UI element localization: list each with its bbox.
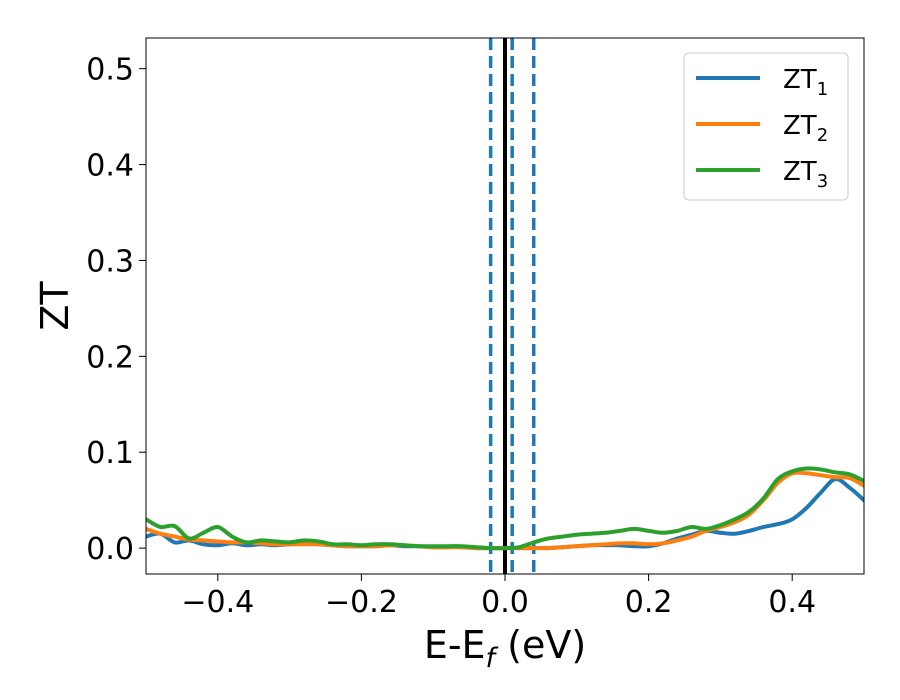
x-tick-label: 0.0 bbox=[481, 585, 529, 620]
legend-label-zt1: ZT1 bbox=[783, 65, 828, 100]
x-tick-label: 0.4 bbox=[768, 585, 816, 620]
y-axis-title: ZT bbox=[33, 281, 77, 331]
y-tick-label: 0.1 bbox=[86, 436, 134, 471]
legend-label-zt3-main: ZT bbox=[783, 157, 817, 187]
legend: ZT1 ZT2 ZT3 bbox=[683, 52, 849, 201]
y-tick-label: 0.2 bbox=[86, 340, 134, 375]
y-tick-label: 0.5 bbox=[86, 53, 134, 88]
legend-label-zt2: ZT2 bbox=[783, 111, 828, 146]
x-axis-ticks: −0.4 −0.2 0.0 0.2 0.4 bbox=[181, 574, 816, 620]
legend-label-zt2-sub: 2 bbox=[817, 125, 828, 146]
x-tick-label: 0.2 bbox=[625, 585, 673, 620]
vertical-markers bbox=[488, 38, 536, 574]
y-tick-label: 0.0 bbox=[86, 532, 134, 567]
legend-box bbox=[683, 52, 849, 201]
x-tick-label: −0.4 bbox=[181, 585, 254, 620]
series-layer bbox=[146, 466, 864, 551]
series-line-zt3 bbox=[146, 466, 864, 551]
legend-label-zt1-main: ZT bbox=[783, 65, 817, 95]
legend-label-zt3-sub: 3 bbox=[817, 171, 828, 192]
y-tick-label: 0.4 bbox=[86, 149, 134, 184]
legend-label-zt3: ZT3 bbox=[783, 157, 828, 192]
x-axis-title: E-Ef (eV) bbox=[424, 623, 586, 674]
y-tick-label: 0.3 bbox=[86, 244, 134, 279]
legend-label-zt2-main: ZT bbox=[783, 111, 817, 141]
x-axis-title-main: E-E bbox=[424, 623, 486, 667]
x-axis-title-unit: (eV) bbox=[495, 623, 586, 667]
x-tick-label: −0.2 bbox=[325, 585, 398, 620]
y-axis-ticks: 0.0 0.1 0.2 0.3 0.4 0.5 bbox=[86, 53, 146, 567]
legend-label-zt1-sub: 1 bbox=[817, 79, 828, 100]
